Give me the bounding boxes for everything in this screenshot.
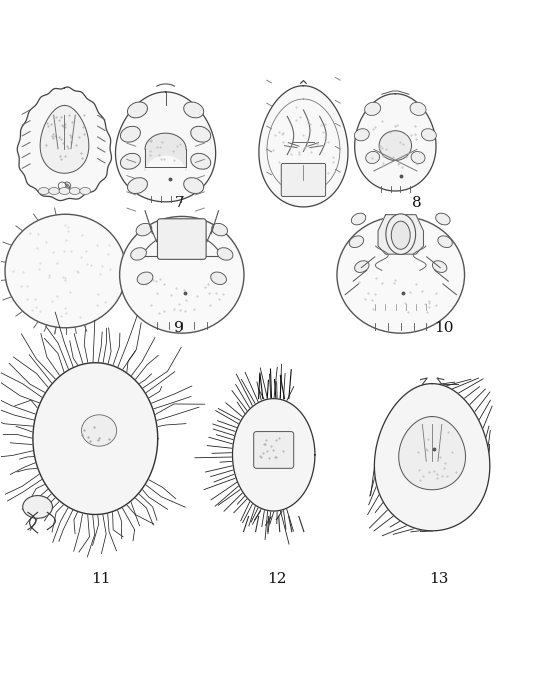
Ellipse shape <box>349 236 364 248</box>
Ellipse shape <box>184 178 204 193</box>
Ellipse shape <box>436 213 450 225</box>
Ellipse shape <box>421 129 436 141</box>
Polygon shape <box>399 416 466 490</box>
Ellipse shape <box>191 127 211 142</box>
Text: 11: 11 <box>91 572 111 586</box>
Ellipse shape <box>391 221 410 249</box>
Ellipse shape <box>81 415 117 447</box>
Polygon shape <box>375 384 490 531</box>
Ellipse shape <box>365 103 380 116</box>
Ellipse shape <box>120 153 140 169</box>
Ellipse shape <box>191 153 211 169</box>
Ellipse shape <box>351 213 366 225</box>
Polygon shape <box>259 86 348 207</box>
Text: 7: 7 <box>175 197 184 211</box>
Ellipse shape <box>49 188 60 195</box>
Polygon shape <box>33 363 158 515</box>
Ellipse shape <box>366 151 379 164</box>
Polygon shape <box>378 215 423 254</box>
Ellipse shape <box>131 248 146 260</box>
Ellipse shape <box>337 217 464 333</box>
Text: 8: 8 <box>412 197 422 211</box>
Polygon shape <box>354 94 436 191</box>
FancyBboxPatch shape <box>254 431 294 469</box>
FancyBboxPatch shape <box>281 164 326 197</box>
Ellipse shape <box>80 188 91 195</box>
Circle shape <box>63 182 70 190</box>
Ellipse shape <box>411 151 425 164</box>
Ellipse shape <box>38 188 49 195</box>
Ellipse shape <box>410 103 426 116</box>
Text: 12: 12 <box>267 572 286 586</box>
Ellipse shape <box>137 272 153 285</box>
Text: 9: 9 <box>174 321 184 335</box>
Ellipse shape <box>438 236 453 248</box>
Polygon shape <box>115 92 216 202</box>
Ellipse shape <box>184 102 204 118</box>
Polygon shape <box>17 87 112 201</box>
Ellipse shape <box>136 224 152 236</box>
Polygon shape <box>145 133 186 171</box>
Ellipse shape <box>127 102 147 118</box>
Polygon shape <box>40 105 89 173</box>
Ellipse shape <box>354 261 369 272</box>
Text: 13: 13 <box>429 572 448 586</box>
Ellipse shape <box>69 188 80 195</box>
Ellipse shape <box>379 131 411 160</box>
Text: 10: 10 <box>434 321 454 335</box>
Ellipse shape <box>23 495 53 518</box>
Circle shape <box>62 184 69 191</box>
FancyBboxPatch shape <box>158 219 206 259</box>
Ellipse shape <box>120 127 140 142</box>
Ellipse shape <box>354 129 369 141</box>
Ellipse shape <box>59 188 70 195</box>
Circle shape <box>61 184 68 192</box>
Ellipse shape <box>120 217 244 333</box>
Ellipse shape <box>211 272 227 285</box>
Ellipse shape <box>433 261 447 272</box>
Circle shape <box>58 182 66 190</box>
Ellipse shape <box>212 224 228 236</box>
Ellipse shape <box>127 178 147 193</box>
Circle shape <box>60 184 67 191</box>
Ellipse shape <box>5 214 126 327</box>
Ellipse shape <box>386 214 416 255</box>
Ellipse shape <box>217 248 233 260</box>
Polygon shape <box>233 398 315 511</box>
